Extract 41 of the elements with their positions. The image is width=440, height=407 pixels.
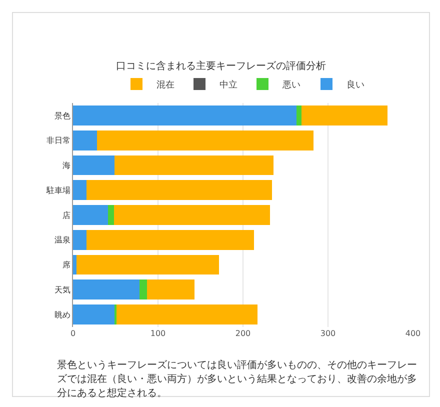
bar [73, 254, 76, 275]
bar [73, 130, 97, 150]
bar [73, 280, 140, 300]
x-tick-label: 100 [150, 329, 166, 338]
bar [73, 304, 115, 325]
x-tick-label: 400 [405, 329, 421, 338]
x-tick-label: 300 [320, 329, 336, 338]
y-tick-label: 駐車場 [45, 186, 70, 195]
bar [73, 230, 87, 250]
bar [73, 105, 297, 126]
legend-label: 良い [346, 80, 364, 91]
text: 景色というキーフレーズについては良い評価が多いものの、その他のキーフレーズでは混在（良い・悪い両方）が多いという結果となっており、改善の余地が多分にあると想定される。 [57, 359, 417, 401]
x-tick-label: 0 [70, 329, 76, 338]
y-tick-label: 天気 [54, 285, 70, 294]
y-tick-label: 景色 [54, 111, 70, 120]
legend-label: 中立 [220, 80, 238, 91]
bar [114, 205, 270, 225]
bar [108, 205, 114, 225]
bar [146, 280, 195, 300]
bar [86, 180, 272, 200]
y-tick-label: 温泉 [54, 236, 70, 245]
bar [96, 130, 314, 150]
bar [76, 254, 220, 275]
bar [73, 205, 108, 225]
chart-title: 口コミに含まれる主要キーフレーズの評価分析 [116, 60, 326, 72]
x-tick-label: 200 [235, 329, 251, 338]
y-tick-label: 店 [62, 210, 70, 220]
y-tick-label: 席 [62, 260, 70, 270]
bar [296, 105, 302, 126]
bar [86, 230, 254, 250]
y-tick-label: 非日常 [46, 136, 70, 146]
bar [302, 105, 388, 126]
bar [73, 180, 87, 200]
legend-label: 混在 [156, 80, 174, 91]
legend-label: 悪い [282, 80, 300, 91]
bar [116, 304, 258, 325]
bar [114, 155, 274, 176]
bar [139, 280, 147, 300]
y-tick-label: 海 [62, 161, 70, 170]
bar [73, 155, 115, 176]
y-tick-label: 眺め [54, 310, 70, 320]
